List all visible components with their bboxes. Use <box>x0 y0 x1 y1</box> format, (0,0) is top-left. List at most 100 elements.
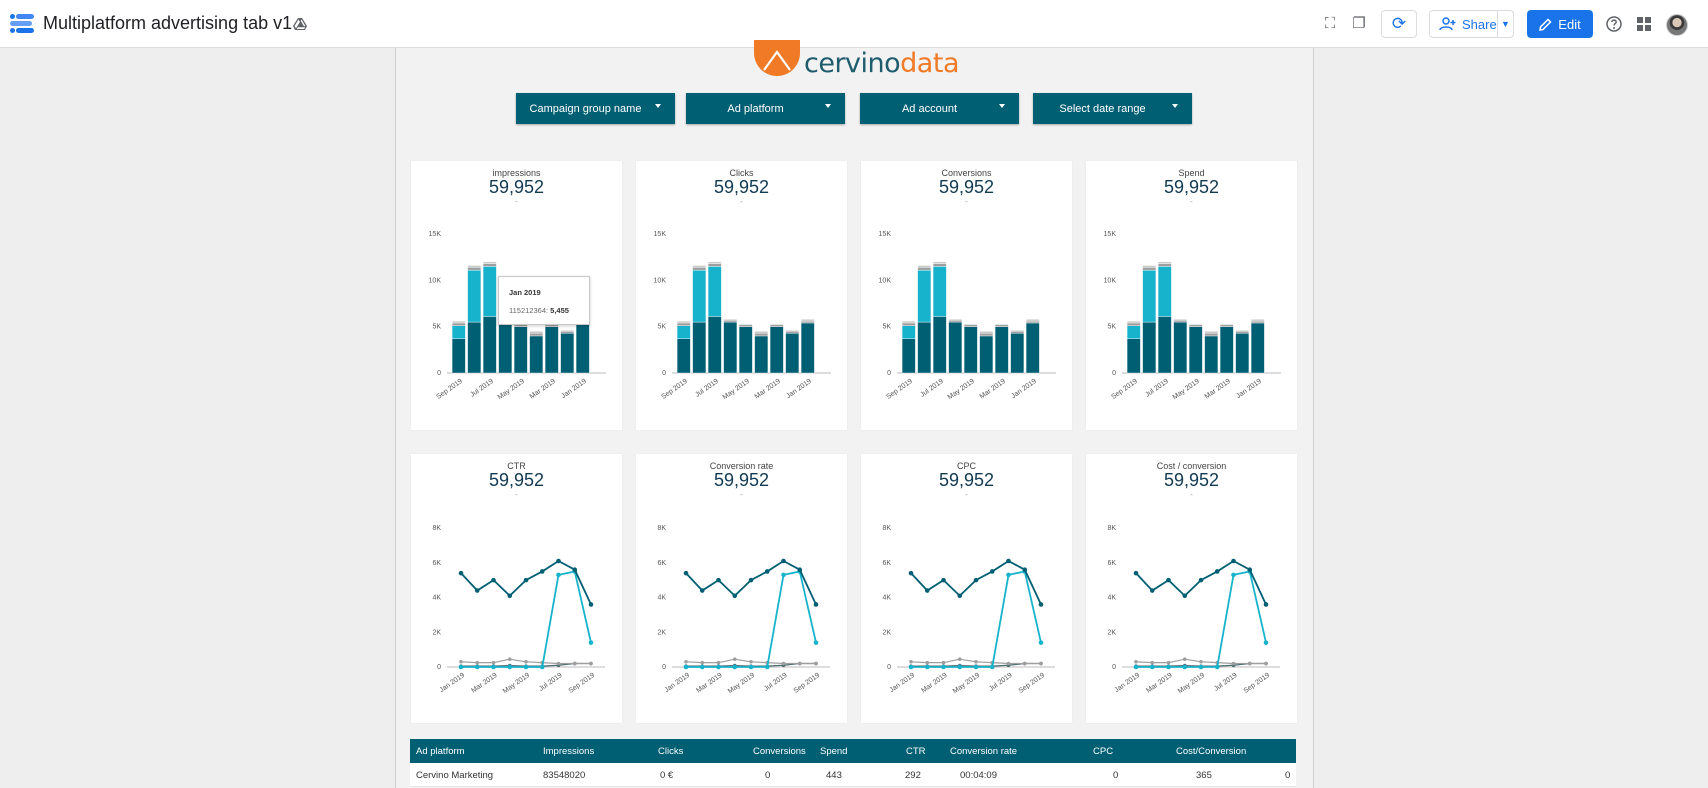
data-point[interactable] <box>588 640 594 645</box>
series-line[interactable] <box>910 559 1042 605</box>
bar-segment[interactable] <box>963 324 978 327</box>
data-point[interactable] <box>1038 640 1044 645</box>
bar-segment[interactable] <box>723 319 738 321</box>
bar-segment[interactable] <box>1010 332 1025 374</box>
series-line[interactable] <box>686 570 817 668</box>
data-point[interactable] <box>523 577 529 583</box>
data-point[interactable] <box>1247 661 1252 666</box>
data-point[interactable] <box>973 664 979 670</box>
help-icon[interactable] <box>1604 14 1624 34</box>
data-point[interactable] <box>1247 567 1253 572</box>
spend-bar-chart[interactable]: 0 5K 10K 15K Sep 2019 Jul 2019 May 2019 Mar 201… <box>1086 161 1297 430</box>
bar-segment[interactable] <box>932 316 947 374</box>
bar-segment[interactable] <box>1142 265 1157 268</box>
bar-segment[interactable] <box>1219 326 1234 374</box>
bar-segment[interactable] <box>1219 324 1234 327</box>
bar-segment[interactable] <box>1250 319 1265 322</box>
bar-segment[interactable] <box>1157 263 1172 267</box>
bar-segment[interactable] <box>692 267 707 271</box>
bar-segment[interactable] <box>560 332 575 374</box>
campaign-group-filter[interactable]: Campaign group name <box>516 93 675 124</box>
data-point[interactable] <box>507 664 513 670</box>
data-point[interactable] <box>974 659 978 664</box>
data-point[interactable] <box>588 602 594 607</box>
data-point[interactable] <box>589 661 593 666</box>
data-point[interactable] <box>813 602 819 607</box>
data-point[interactable] <box>491 664 496 670</box>
bar-segment[interactable] <box>529 335 544 374</box>
series-line[interactable] <box>685 559 817 605</box>
bar-segment[interactable] <box>1219 323 1234 326</box>
bar-segment[interactable] <box>560 330 575 332</box>
refresh-button[interactable]: ⟳ <box>1381 10 1417 38</box>
data-point[interactable] <box>1006 661 1011 666</box>
data-point[interactable] <box>716 577 721 583</box>
ctr-line-chart[interactable]: 0 2K 4K 6K 8K Jan 2019 Mar 2019 May 2019 Jul 201… <box>411 454 622 723</box>
data-point[interactable] <box>684 659 688 664</box>
bar-segment[interactable] <box>1204 331 1219 334</box>
data-point[interactable] <box>1006 572 1011 578</box>
data-point[interactable] <box>1022 567 1028 572</box>
bar-segment[interactable] <box>994 323 1009 326</box>
data-point[interactable] <box>908 570 914 576</box>
bar-segment[interactable] <box>1204 335 1219 374</box>
bar-segment[interactable] <box>1126 320 1141 324</box>
bar-segment[interactable] <box>1025 322 1040 374</box>
data-point[interactable] <box>973 577 979 583</box>
data-point[interactable] <box>989 664 995 670</box>
bar-segment[interactable] <box>1188 324 1203 327</box>
column-header[interactable]: Clicks <box>658 746 684 757</box>
bar-segment[interactable] <box>1250 322 1265 374</box>
edit-button[interactable]: Edit <box>1527 10 1593 38</box>
bar-segment[interactable] <box>1235 332 1250 374</box>
data-point[interactable] <box>458 570 464 576</box>
data-point[interactable] <box>814 661 818 666</box>
data-point[interactable] <box>1198 577 1204 583</box>
bar-segment[interactable] <box>917 265 932 268</box>
bar-segment[interactable] <box>467 267 482 271</box>
data-point[interactable] <box>924 664 930 670</box>
data-point[interactable] <box>1182 593 1188 599</box>
bar-segment[interactable] <box>707 261 722 264</box>
bar-segment[interactable] <box>994 324 1009 327</box>
bar-segment[interactable] <box>575 322 590 374</box>
ad-account-filter[interactable]: Ad account <box>860 93 1019 124</box>
table-row[interactable]: Cervino Marketing 83548020 0 € 0 443 292… <box>410 763 1296 787</box>
bar-segment[interactable] <box>1126 322 1141 326</box>
bar-segment[interactable] <box>901 338 916 374</box>
bar-segment[interactable] <box>692 269 707 323</box>
data-point[interactable] <box>732 657 737 661</box>
data-point[interactable] <box>764 569 770 574</box>
bar-segment[interactable] <box>482 316 497 374</box>
data-point[interactable] <box>732 664 738 670</box>
data-point[interactable] <box>1166 664 1171 670</box>
data-point[interactable] <box>1039 661 1043 666</box>
series-line[interactable] <box>1136 570 1267 668</box>
data-point[interactable] <box>813 640 819 645</box>
data-point[interactable] <box>523 664 529 670</box>
bar-segment[interactable] <box>1173 319 1188 321</box>
data-point[interactable] <box>1198 664 1204 670</box>
data-point[interactable] <box>1264 661 1268 666</box>
bar-segment[interactable] <box>901 320 916 324</box>
bar-segment[interactable] <box>785 330 800 332</box>
bar-segment[interactable] <box>948 321 963 374</box>
data-point[interactable] <box>924 588 930 593</box>
data-point[interactable] <box>699 664 705 670</box>
bar-segment[interactable] <box>1142 321 1157 374</box>
bar-segment[interactable] <box>979 335 994 374</box>
bar-segment[interactable] <box>769 323 784 326</box>
bar-segment[interactable] <box>1250 320 1265 324</box>
column-header[interactable]: Ad platform <box>416 746 465 757</box>
bar-segment[interactable] <box>513 324 528 327</box>
drive-icon[interactable] <box>293 18 307 30</box>
bar-segment[interactable] <box>676 322 691 326</box>
column-header[interactable]: CPC <box>1093 746 1114 757</box>
data-point[interactable] <box>909 659 913 664</box>
bar-segment[interactable] <box>754 332 769 337</box>
date-range-filter[interactable]: Select date range <box>1033 93 1192 124</box>
bar-segment[interactable] <box>1204 332 1219 337</box>
bar-segment[interactable] <box>917 269 932 323</box>
data-point[interactable] <box>941 577 946 583</box>
bar-segment[interactable] <box>498 321 513 374</box>
